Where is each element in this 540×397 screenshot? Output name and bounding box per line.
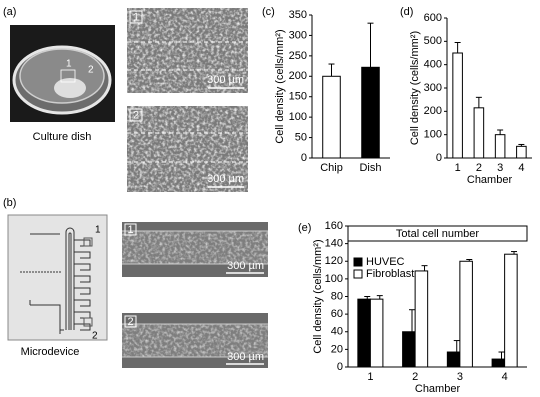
panel-label: (a)	[3, 6, 16, 18]
y-tick-label: 100	[325, 273, 343, 285]
y-tick-label: 20	[331, 343, 343, 355]
scale-bar-label: 300 µm	[227, 351, 264, 363]
device-label: 1	[95, 225, 101, 236]
y-axis-label: Cell density (cells/mm²)	[312, 239, 324, 353]
y-tick-label: 140	[325, 238, 343, 250]
micrograph: 2 300 µm	[127, 106, 248, 192]
x-tick-label: 1	[367, 371, 373, 383]
y-tick-label: 40	[331, 326, 343, 338]
panel-label: (c)	[262, 6, 275, 18]
legend-label: Fibroblast	[366, 268, 414, 280]
y-tick-label: 60	[331, 308, 343, 320]
image-label: 2	[127, 316, 133, 328]
caption: Culture dish	[33, 131, 92, 143]
panel-label: (e)	[298, 222, 311, 234]
y-tick-label: 200	[424, 105, 442, 117]
bar	[402, 331, 416, 368]
bar	[494, 134, 506, 159]
y-tick-label: 50	[295, 131, 307, 143]
bar	[369, 298, 384, 368]
bar	[504, 253, 518, 368]
scale-bar-label: 300 µm	[207, 173, 244, 185]
x-axis-label: Chamber	[415, 383, 461, 395]
y-tick-label: 120	[325, 255, 343, 267]
y-tick-label: 400	[424, 59, 442, 71]
bar	[414, 270, 429, 368]
device-label: 2	[92, 331, 98, 342]
legend-swatch	[353, 257, 363, 267]
legend-label: HUVEC	[366, 256, 405, 268]
y-axis-label: Cell density (cells/mm²)	[409, 31, 421, 145]
y-tick-label: 300	[289, 29, 307, 41]
y-tick-label: 350	[289, 9, 307, 21]
bar	[446, 351, 461, 368]
bar	[491, 358, 506, 368]
scale-bar-label: 300 µm	[207, 74, 244, 86]
y-tick-label: 150	[289, 91, 307, 103]
bar	[516, 145, 527, 159]
scale-bar-label: 300 µm	[227, 260, 264, 272]
x-tick-label: 4	[502, 371, 508, 383]
bar	[357, 298, 371, 368]
x-tick-label: Dish	[359, 162, 381, 174]
micrograph: 2 300 µm	[122, 313, 268, 368]
annotation: Total cell number	[396, 228, 479, 240]
legend-swatch	[353, 269, 363, 279]
x-tick-label: 2	[476, 162, 482, 174]
bar	[361, 66, 380, 159]
image-label: 1	[127, 224, 133, 236]
image-label: 1	[133, 11, 139, 23]
y-tick-label: 250	[289, 50, 307, 62]
image-label: 2	[133, 109, 139, 121]
micrograph: 1 300 µm	[122, 222, 268, 277]
dish-label: 2	[88, 65, 94, 76]
y-tick-label: 300	[424, 82, 442, 94]
x-tick-label: 3	[497, 162, 503, 174]
x-tick-label: 3	[457, 371, 463, 383]
micrograph: 1 300 µm	[127, 8, 248, 93]
microdevice-drawing	[7, 214, 108, 341]
x-axis-label: Chamber	[467, 174, 513, 186]
y-tick-label: 80	[331, 290, 343, 302]
annotation-box	[347, 225, 528, 242]
bar	[322, 75, 341, 159]
bar	[452, 52, 463, 159]
y-tick-label: 160	[325, 220, 343, 232]
x-tick-label: 4	[518, 162, 524, 174]
caption: Microdevice	[21, 346, 80, 358]
panel-label: (d)	[400, 6, 413, 18]
x-tick-label: Chip	[320, 162, 343, 174]
y-tick-label: 200	[289, 70, 307, 82]
y-tick-label: 500	[424, 35, 442, 47]
x-tick-label: 2	[412, 371, 418, 383]
y-axis-label: Cell density (cells/mm²)	[274, 29, 286, 143]
y-tick-label: 100	[424, 129, 442, 141]
x-tick-label: 1	[455, 162, 461, 174]
y-tick-label: 100	[289, 111, 307, 123]
dish-label: 1	[66, 59, 72, 70]
panel-label: (b)	[3, 197, 16, 209]
y-tick-label: 600	[424, 12, 442, 24]
dish-photo: 1 2	[10, 25, 115, 122]
y-tick-label: 0	[436, 152, 442, 164]
bar	[459, 260, 473, 368]
y-tick-label: 0	[301, 152, 307, 164]
y-tick-label: 0	[337, 361, 343, 373]
bar	[473, 107, 485, 159]
